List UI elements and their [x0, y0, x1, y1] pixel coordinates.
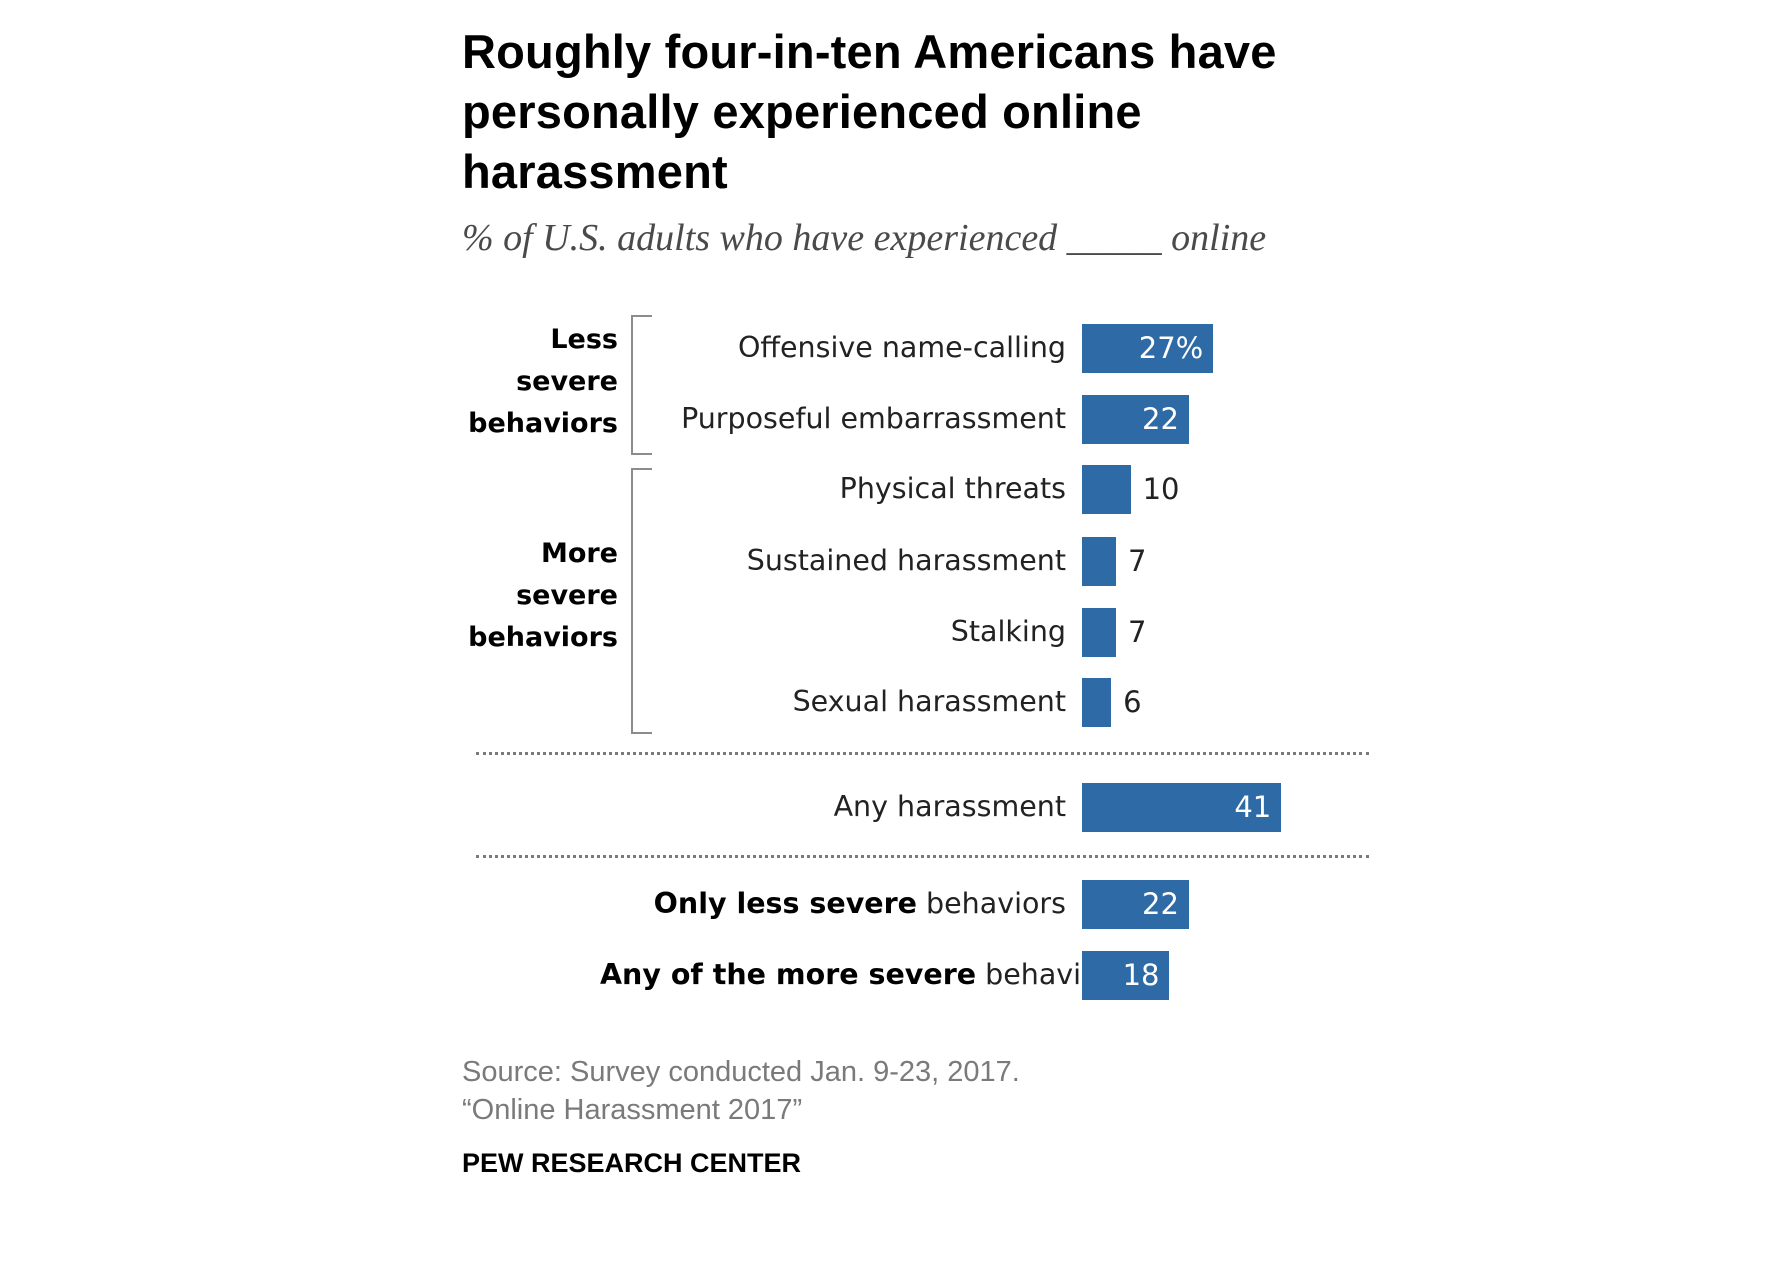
category-label: Only less severe behaviors — [600, 884, 1066, 924]
bar — [1082, 394, 1189, 444]
category-label-bold: Only less severe — [653, 887, 917, 920]
data-label: 27% — [1138, 331, 1204, 365]
data-label: 22 — [1142, 887, 1179, 921]
data-label: 18 — [1122, 958, 1160, 992]
group-label-line: behaviors — [468, 622, 618, 653]
category-label-bold: Any of the more severe — [600, 958, 977, 991]
dotted-divider — [476, 855, 1369, 858]
category-label: Physical threats — [839, 472, 1066, 505]
source-line: “Online Harassment 2017” — [462, 1094, 803, 1126]
category-label: Sexual harassment — [792, 685, 1066, 718]
bar — [1082, 536, 1117, 586]
brand-credit: PEW RESEARCH CENTER — [462, 1148, 802, 1178]
group-label-line: Less — [550, 324, 618, 355]
group-label-line: severe — [516, 366, 618, 397]
group-label-more-severe: More severe behaviors — [440, 533, 618, 659]
group-bracket-more-severe — [631, 468, 652, 734]
group-label-line: More — [540, 538, 618, 569]
dotted-divider — [476, 752, 1369, 755]
bar — [1082, 677, 1112, 727]
data-label: 7 — [1128, 544, 1147, 578]
category-label: Purposeful embarrassment — [681, 402, 1066, 435]
group-label-less-severe: Less severe behaviors — [440, 319, 618, 445]
bar — [1082, 607, 1117, 657]
category-label-rest: behaviors — [917, 887, 1066, 920]
bar — [1082, 879, 1189, 929]
data-label: 6 — [1123, 685, 1142, 719]
category-label: Any harassment — [833, 790, 1066, 823]
source-note: Source: Survey conducted Jan. 9-23, 2017… — [462, 1053, 1020, 1129]
data-label: 7 — [1128, 615, 1147, 649]
data-label: 10 — [1142, 472, 1180, 506]
group-bracket-less-severe — [631, 315, 652, 455]
group-label-line: severe — [516, 580, 618, 611]
bar — [1082, 782, 1282, 832]
category-label: Any of the more severe behaviors — [600, 955, 1125, 995]
bar — [1082, 464, 1131, 514]
chart-subtitle: % of U.S. adults who have experienced __… — [462, 217, 1267, 259]
group-label-line: behaviors — [468, 408, 618, 439]
bar — [1082, 950, 1170, 1000]
category-label: Sustained harassment — [746, 544, 1066, 577]
source-line: Source: Survey conducted Jan. 9-23, 2017… — [462, 1056, 1020, 1088]
category-label: Stalking — [950, 615, 1066, 648]
category-label: Offensive name-calling — [737, 331, 1066, 364]
data-label: 22 — [1142, 402, 1179, 436]
bar — [1082, 323, 1214, 373]
chart-title: Roughly four-in-ten Americans have perso… — [462, 25, 1277, 198]
data-label: 41 — [1234, 790, 1272, 824]
